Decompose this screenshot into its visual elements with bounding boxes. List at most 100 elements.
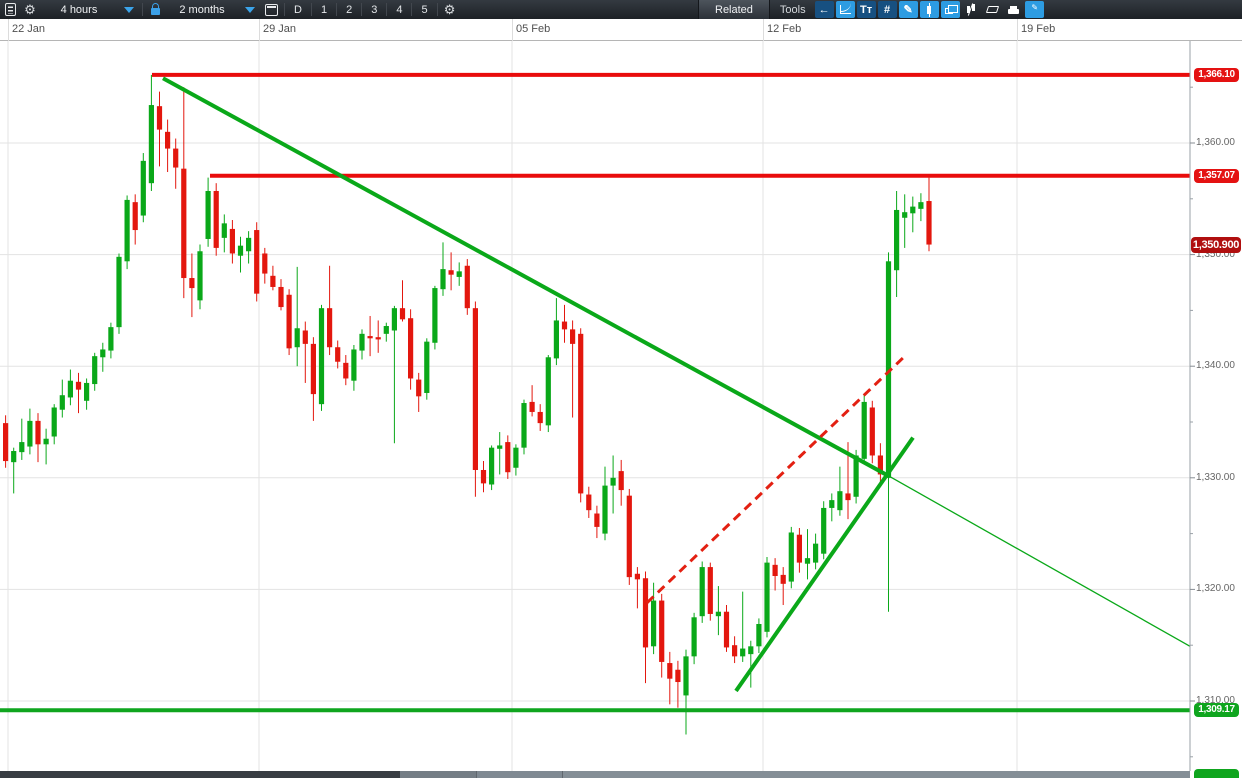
y-axis-label: 1,350.00: [1196, 248, 1235, 260]
candle: [748, 640, 754, 688]
horizontal-levels: [0, 72, 1190, 713]
candle: [59, 379, 65, 418]
major-downtrend[interactable]: [162, 76, 891, 479]
x-axis-label: 22 Jan: [12, 23, 46, 35]
candle: [764, 557, 770, 638]
range-select[interactable]: 2 months: [165, 1, 239, 18]
candle: [27, 408, 33, 455]
candle: [877, 443, 883, 485]
chevron-down-icon[interactable]: [245, 6, 255, 13]
calendar-button[interactable]: [261, 1, 282, 18]
candle: [92, 352, 98, 391]
period-button-2[interactable]: 2: [346, 3, 353, 16]
candle: [359, 329, 365, 360]
divider: [361, 3, 363, 16]
candle: [772, 558, 778, 591]
candle: [424, 338, 430, 400]
candle: [254, 222, 260, 302]
scrollbar-thumb[interactable]: [0, 771, 400, 778]
x-axis-label: 12 Feb: [767, 23, 802, 35]
draw-pencil-icon[interactable]: ✎: [898, 1, 918, 18]
candle: [602, 466, 608, 541]
y-axis-label: 1,320.00: [1196, 583, 1235, 595]
candle: [221, 214, 227, 253]
related-tab[interactable]: Related: [698, 0, 770, 19]
candle: [910, 196, 916, 233]
candle: [327, 265, 333, 356]
candle: [521, 399, 527, 455]
candle: [918, 193, 924, 222]
windows-layers-icon: [944, 5, 958, 14]
gridlines: [0, 41, 1190, 771]
uptrend-support[interactable]: [734, 436, 915, 693]
printer-icon[interactable]: [1004, 1, 1023, 18]
gear-icon: ⚙: [443, 2, 456, 17]
candle: [699, 561, 705, 623]
periods-settings-button[interactable]: ⚙: [440, 1, 460, 18]
trendlines: [162, 76, 1191, 693]
y-axis-label: 1,360.00: [1196, 137, 1235, 148]
drawing-tools-group: ← Tᴛ # ✎: [814, 1, 1045, 18]
scrollbar-track-segment: [400, 771, 477, 778]
period-button-1[interactable]: 1: [320, 3, 328, 16]
undo-arrow-icon[interactable]: ←: [814, 1, 834, 18]
candle: [804, 529, 811, 580]
candle: [35, 413, 41, 463]
related-label: Related: [715, 3, 753, 16]
candle: [84, 378, 90, 410]
candle: [399, 280, 406, 322]
top-toolbar: ⚙ 4 hours 2 months D 1 2 3 4 5: [0, 0, 1242, 19]
candle: [246, 231, 252, 264]
candle: [570, 320, 576, 418]
candle: [464, 259, 470, 315]
date-separator: [1017, 19, 1018, 41]
candle: [813, 533, 819, 570]
watchlist-icon[interactable]: [0, 1, 20, 18]
line-curve-icon[interactable]: [835, 1, 855, 18]
timeframe-select[interactable]: 4 hours: [40, 1, 118, 18]
candle: [869, 400, 875, 464]
bottom-scrollbar[interactable]: [0, 771, 1190, 778]
candle: [237, 236, 244, 273]
windows-layers-icon[interactable]: [940, 1, 960, 18]
period-button-d[interactable]: D: [294, 3, 302, 16]
grid-icon[interactable]: #: [877, 1, 897, 18]
downtrend-extension[interactable]: [889, 476, 1191, 647]
text-tool-icon[interactable]: Tᴛ: [856, 1, 876, 18]
candle: [367, 315, 373, 357]
candle: [310, 337, 316, 421]
eraser-icon[interactable]: [983, 1, 1002, 18]
chart-settings-button[interactable]: ⚙: [20, 1, 40, 18]
tools-label: Tools: [779, 3, 806, 16]
price-axis[interactable]: 1,360.00 1,350.00 1,340.00 1,330.00 1,320.00…: [1190, 41, 1242, 771]
candle: [829, 493, 835, 522]
list-icon: [4, 3, 16, 16]
settings-draw-icon[interactable]: [1024, 1, 1044, 18]
candle: [545, 355, 551, 433]
candle: [181, 87, 187, 299]
candle: [707, 562, 713, 621]
scrollbar-track-segment: [477, 771, 563, 778]
lock-button[interactable]: [145, 1, 165, 18]
candle: [537, 404, 543, 431]
divider: [436, 3, 438, 16]
divider: [336, 3, 338, 16]
chevron-down-icon[interactable]: [124, 6, 134, 13]
candle: [667, 651, 673, 705]
compare-candles-icon[interactable]: [962, 1, 981, 18]
candle: [626, 488, 632, 585]
candle: [318, 304, 325, 411]
candle: [651, 582, 657, 655]
candlestick-icon[interactable]: [919, 1, 939, 18]
candle: [618, 459, 624, 506]
period-button-4[interactable]: 4: [396, 3, 403, 16]
candle: [885, 252, 892, 612]
candle: [586, 486, 592, 518]
x-axis-label: 19 Feb: [1021, 23, 1056, 35]
candle: [335, 340, 341, 369]
timeframe-label: 4 hours: [60, 3, 98, 16]
period-button-5[interactable]: 5: [421, 3, 428, 16]
candle: [902, 194, 908, 248]
period-button-3[interactable]: 3: [371, 3, 378, 16]
